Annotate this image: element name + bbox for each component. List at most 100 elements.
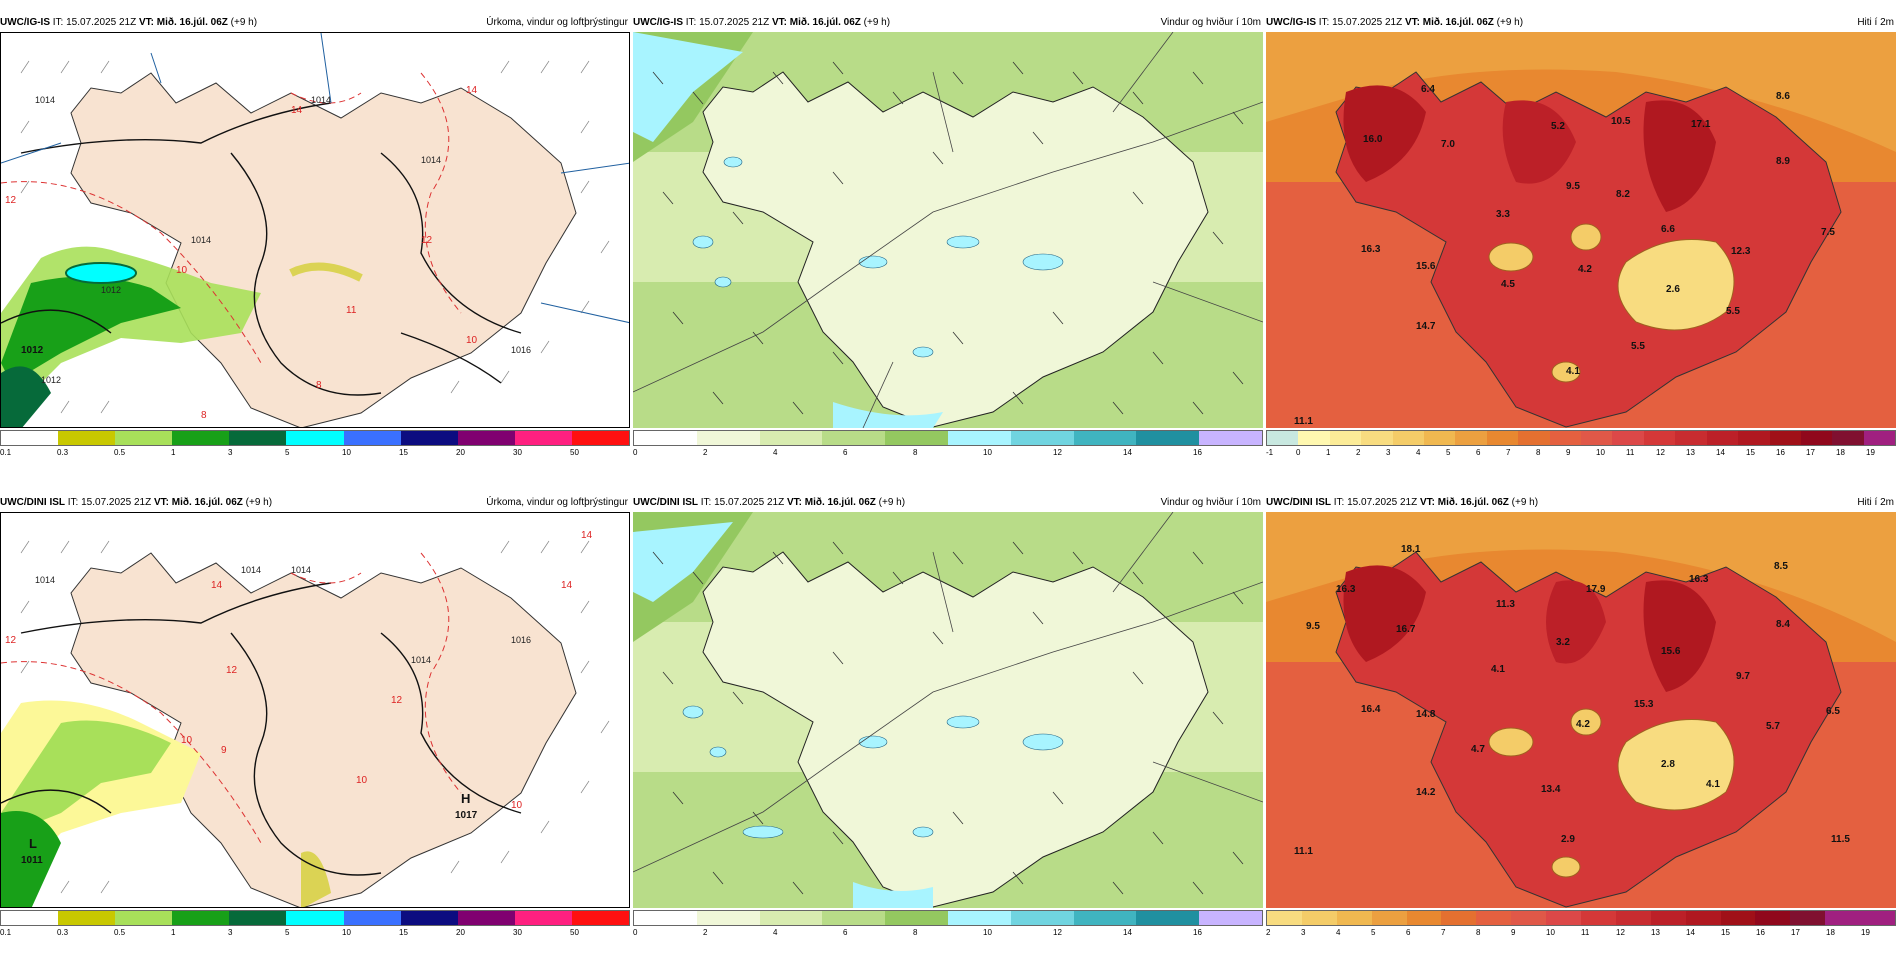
model-name: UWC/DINI ISL — [633, 497, 698, 508]
panel-header: UWC/DINI ISL IT: 15.07.2025 21Z VT: Mið.… — [633, 495, 1263, 511]
temp-label: 10 — [356, 775, 368, 786]
panel-r1-wind: UWC/IG-IS IT: 15.07.2025 21Z VT: Mið. 16… — [633, 15, 1263, 475]
temp-value: 9.7 — [1736, 671, 1750, 682]
isobar-label: 1016 — [511, 635, 531, 645]
panel-r1-temp: UWC/IG-IS IT: 15.07.2025 21Z VT: Mið. 16… — [1266, 15, 1896, 475]
pressure-center-value: 1011 — [21, 855, 43, 866]
temp-colorbar — [1266, 910, 1896, 926]
temp-value: 11.1 — [1294, 846, 1313, 857]
init-time: IT: 15.07.2025 21Z — [700, 497, 785, 508]
wind-barbs — [20, 60, 610, 414]
temp-value: 2.8 — [1661, 759, 1675, 770]
temp-value: 11.1 — [1294, 416, 1313, 427]
lead-time: (+9 h) — [1511, 497, 1539, 508]
temp-label: 12 — [226, 665, 238, 676]
panel-header: UWC/DINI ISL IT: 15.07.2025 21Z VT: Mið.… — [1266, 495, 1896, 511]
temp-label: 9 — [221, 745, 227, 756]
init-time: IT: 15.07.2025 21Z — [1318, 17, 1403, 28]
wind-map — [633, 512, 1263, 908]
valid-time: VT: Mið. 16.júl. 06Z — [771, 17, 861, 28]
pressure-center-value: 1012 — [21, 345, 44, 356]
temp-value: 8.4 — [1776, 619, 1790, 630]
precip-colorbar-ticks: 0.1 0.3 0.5 1 3 5 10 15 20 30 50 — [0, 928, 579, 937]
isobar-label: 1014 — [241, 565, 261, 575]
temp-value: 8.5 — [1774, 561, 1788, 572]
pressure-center-value: 1017 — [455, 810, 478, 821]
wind-colorbar — [633, 430, 1263, 446]
temp-value: 7.5 — [1821, 227, 1835, 238]
temp-label: 10 — [176, 265, 188, 276]
lead-time: (+9 h) — [245, 497, 273, 508]
temp-value: 17.9 — [1586, 584, 1606, 595]
precip-colorbar — [0, 430, 630, 446]
model-name: UWC/IG-IS — [1266, 17, 1316, 28]
init-time: IT: 15.07.2025 21Z — [52, 17, 137, 28]
valid-time: VT: Mið. 16.júl. 06Z — [138, 17, 228, 28]
temp-colorbar — [1266, 430, 1896, 446]
temp-label: 8 — [316, 380, 322, 391]
temp-label: 12 — [5, 635, 17, 646]
temp-value: 8.9 — [1776, 156, 1790, 167]
isobar-label: 1014 — [421, 155, 441, 165]
coast-lines — [1, 33, 629, 324]
temp-value: 5.5 — [1726, 306, 1740, 317]
model-name: UWC/DINI ISL — [0, 497, 65, 508]
lead-time: (+9 h) — [230, 17, 258, 28]
temp-value: 9.5 — [1306, 621, 1320, 632]
temperature-map: 18.1 16.3 11.3 17.9 16.3 8.5 9.5 16.7 3.… — [1266, 512, 1896, 908]
isobars — [1, 102, 522, 396]
temp-value: 16.3 — [1336, 584, 1356, 595]
lead-time: (+9 h) — [878, 497, 906, 508]
temp-value: 6.6 — [1661, 224, 1675, 235]
temp-label: 14 — [561, 580, 573, 591]
wind-arrows — [652, 61, 1244, 415]
temp-label: 14 — [466, 85, 478, 96]
panel-r1-precip: UWC/IG-IS IT: 15.07.2025 21Z VT: Mið. 16… — [0, 15, 630, 475]
temp-value: 11.3 — [1496, 599, 1515, 610]
temp-colorbar-ticks: 2 3 4 5 6 7 8 9 10 11 12 13 14 15 16 17 … — [1266, 928, 1870, 937]
panel-title: Hiti í 2m — [1857, 497, 1894, 508]
panel-title: Úrkoma, vindur og loftþrýstingur — [486, 17, 628, 28]
lead-time: (+9 h) — [863, 17, 891, 28]
temp-value: 4.7 — [1471, 744, 1485, 755]
temp-value: 5.5 — [1631, 341, 1645, 352]
temp-value: 3.3 — [1496, 209, 1510, 220]
temp-value: 9.5 — [1566, 181, 1580, 192]
precip-colorbar — [0, 910, 630, 926]
temp-label: 14 — [581, 530, 593, 541]
lead-time: (+9 h) — [1496, 17, 1524, 28]
precip-map: 1014 1014 1014 1014 1012 1012 1016 14 12… — [0, 32, 630, 428]
temp-label: 11 — [346, 305, 357, 316]
temp-value: 2.6 — [1666, 284, 1680, 295]
panel-header: UWC/IG-IS IT: 15.07.2025 21Z VT: Mið. 16… — [1266, 15, 1896, 31]
temp-value: 7.0 — [1441, 139, 1455, 150]
temp-contours — [1, 72, 462, 364]
temp-value: 16.3 — [1361, 244, 1381, 255]
pressure-center-letter: L — [29, 836, 37, 851]
isobar-label: 1016 — [511, 345, 531, 355]
temp-value: 4.2 — [1578, 264, 1592, 275]
wind-colorbar — [633, 910, 1263, 926]
temp-label: 12 — [391, 695, 403, 706]
temp-value: 4.1 — [1706, 779, 1720, 790]
temp-value: 6.5 — [1826, 706, 1840, 717]
temp-label: 14 — [211, 580, 223, 591]
temp-value: 16.0 — [1363, 134, 1383, 145]
temp-value: 13.4 — [1541, 784, 1561, 795]
temp-value: 14.7 — [1416, 321, 1436, 332]
init-time: IT: 15.07.2025 21Z — [685, 17, 770, 28]
valid-time: VT: Mið. 16.júl. 06Z — [786, 497, 876, 508]
panel-title: Vindur og hviður í 10m — [1160, 497, 1261, 508]
model-name: UWC/IG-IS — [0, 17, 50, 28]
temp-label: 12 — [5, 195, 17, 206]
panel-header: UWC/IG-IS IT: 15.07.2025 21Z VT: Mið. 16… — [633, 15, 1263, 31]
isobar-label: 1012 — [101, 285, 121, 295]
init-time: IT: 15.07.2025 21Z — [1333, 497, 1418, 508]
temp-value: 16.7 — [1396, 624, 1416, 635]
precip-colorbar-ticks: 0.1 0.3 0.5 1 3 5 10 15 20 30 50 — [0, 448, 579, 457]
panel-r2-wind: UWC/DINI ISL IT: 15.07.2025 21Z VT: Mið.… — [633, 495, 1263, 955]
panel-r2-precip: UWC/DINI ISL IT: 15.07.2025 21Z VT: Mið.… — [0, 495, 630, 955]
valid-time: VT: Mið. 16.júl. 06Z — [1419, 497, 1509, 508]
isobar-label: 1014 — [311, 95, 331, 105]
precip-map: 1014 1014 1014 1014 1016 14 14 14 12 12 … — [0, 512, 630, 908]
